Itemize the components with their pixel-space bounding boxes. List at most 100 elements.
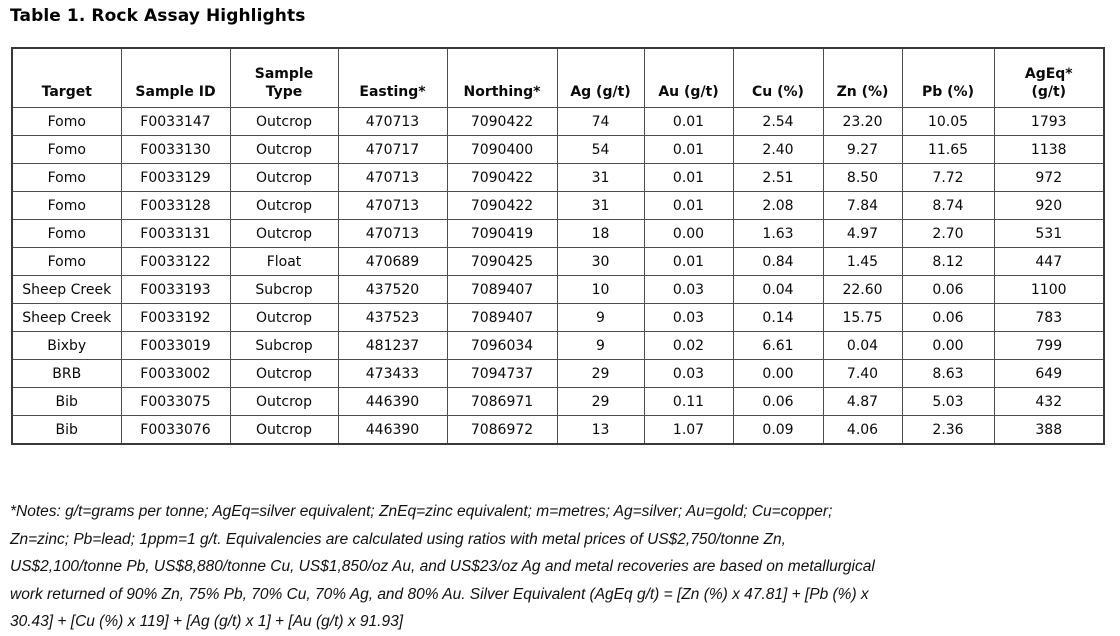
table-cell: Outcrop [229,359,339,388]
table-cell: 0.01 [643,247,734,276]
table-cell: 9.27 [822,135,903,164]
table-cell: 0.01 [643,135,734,164]
table-cell: Outcrop [229,387,339,416]
table-cell: 7090422 [446,107,558,136]
table-cell: Outcrop [229,107,339,136]
table-cell: 7086971 [446,387,558,416]
table-row: Sheep Creek F0033192 Outcrop 437523 7089407 9… [11,303,1105,332]
table-cell: 8.74 [901,191,995,220]
table-row: Fomo F0033130 Outcrop 470717 7090400 54 0.01 2.… [11,135,1105,164]
table-cell: 446390 [337,387,448,416]
table-cell: 0.06 [901,303,995,332]
table-cell: 1138 [993,135,1105,164]
table-cell: 0.09 [732,415,824,445]
table-cell: 9 [556,303,645,332]
table-cell: Outcrop [229,135,339,164]
table-cell: 30 [556,247,645,276]
table-row: BRB F0033002 Outcrop 473433 7094737 29 0.03 0.0… [11,359,1105,388]
table-cell: 5.03 [901,387,995,416]
column-header: Sample Type [229,47,339,108]
table-cell: 0.04 [732,275,824,304]
table-cell: 7090419 [446,219,558,248]
table-cell: Fomo [11,247,122,276]
table-cell: F0033002 [120,359,231,388]
table-cell: 0.01 [643,191,734,220]
table-cell: 0.01 [643,163,734,192]
table-cell: F0033076 [120,415,231,445]
table-cell: Float [229,247,339,276]
table-cell: 2.51 [732,163,824,192]
table-cell: 10 [556,275,645,304]
table-cell: 481237 [337,331,448,360]
table-cell: 470713 [337,219,448,248]
table-cell: 7089407 [446,275,558,304]
table-cell: BRB [11,359,122,388]
table-cell: Bib [11,387,122,416]
table-cell: 4.87 [822,387,903,416]
table-cell: 0.01 [643,107,734,136]
table-cell: 432 [993,387,1105,416]
table-cell: 11.65 [901,135,995,164]
table-cell: F0033193 [120,275,231,304]
table-cell: 0.06 [732,387,824,416]
column-header: Target [11,47,122,108]
table-cell: 473433 [337,359,448,388]
table-cell: F0033129 [120,163,231,192]
footnotes-text: *Notes: g/t=grams per tonne; AgEq=silver… [10,503,875,630]
table-cell: Fomo [11,107,122,136]
table-cell: F0033131 [120,219,231,248]
table-cell: 799 [993,331,1105,360]
table-cell: Outcrop [229,219,339,248]
table-cell: Sheep Creek [11,303,122,332]
table-cell: Fomo [11,219,122,248]
table-cell: 2.36 [901,415,995,445]
table-cell: 1793 [993,107,1105,136]
table-cell: F0033147 [120,107,231,136]
header-row: Target Sample ID Sample Type Easting* Northi… [11,47,1105,108]
table-cell: Outcrop [229,191,339,220]
table-cell: 13 [556,415,645,445]
table-cell: 920 [993,191,1105,220]
table-cell: 0.02 [643,331,734,360]
table-cell: 0.04 [822,331,903,360]
table-cell: Bixby [11,331,122,360]
table-cell: Sheep Creek [11,275,122,304]
table-cell: 2.54 [732,107,824,136]
table-cell: 7090422 [446,163,558,192]
table-cell: F0033192 [120,303,231,332]
table-cell: 31 [556,163,645,192]
table-row: Fomo F0033128 Outcrop 470713 7090422 31 0.01 2.… [11,191,1105,220]
column-header: Northing* [446,47,558,108]
table-cell: 1100 [993,275,1105,304]
table-cell: 783 [993,303,1105,332]
table-row: Sheep Creek F0033193 Subcrop 437520 7089407 1… [11,275,1105,304]
table-cell: 1.45 [822,247,903,276]
table-cell: 7086972 [446,415,558,445]
table-cell: 7090400 [446,135,558,164]
table-cell: 1.07 [643,415,734,445]
table-cell: F0033128 [120,191,231,220]
table-cell: 7090422 [446,191,558,220]
table-cell: F0033019 [120,331,231,360]
table-cell: F0033122 [120,247,231,276]
table-cell: 7.72 [901,163,995,192]
table-cell: 2.08 [732,191,824,220]
table-cell: Outcrop [229,415,339,445]
table-cell: 54 [556,135,645,164]
table-cell: 0.00 [643,219,734,248]
table-cell: 470717 [337,135,448,164]
column-header: Sample ID [120,47,231,108]
table-cell: 23.20 [822,107,903,136]
table-cell: Fomo [11,135,122,164]
table-cell: Subcrop [229,275,339,304]
table-cell: 29 [556,387,645,416]
table-cell: Fomo [11,163,122,192]
column-header: AgEq* (g/t) [993,47,1105,108]
table-cell: 6.61 [732,331,824,360]
page-title: Table 1. Rock Assay Highlights [10,6,306,26]
table-cell: 2.70 [901,219,995,248]
table-row: Fomo F0033147 Outcrop 470713 7090422 74 0.01 2.… [11,107,1105,136]
table-cell: 29 [556,359,645,388]
table-cell: 74 [556,107,645,136]
assay-table: Target Sample ID Sample Type Easting* Northi… [11,47,1105,445]
